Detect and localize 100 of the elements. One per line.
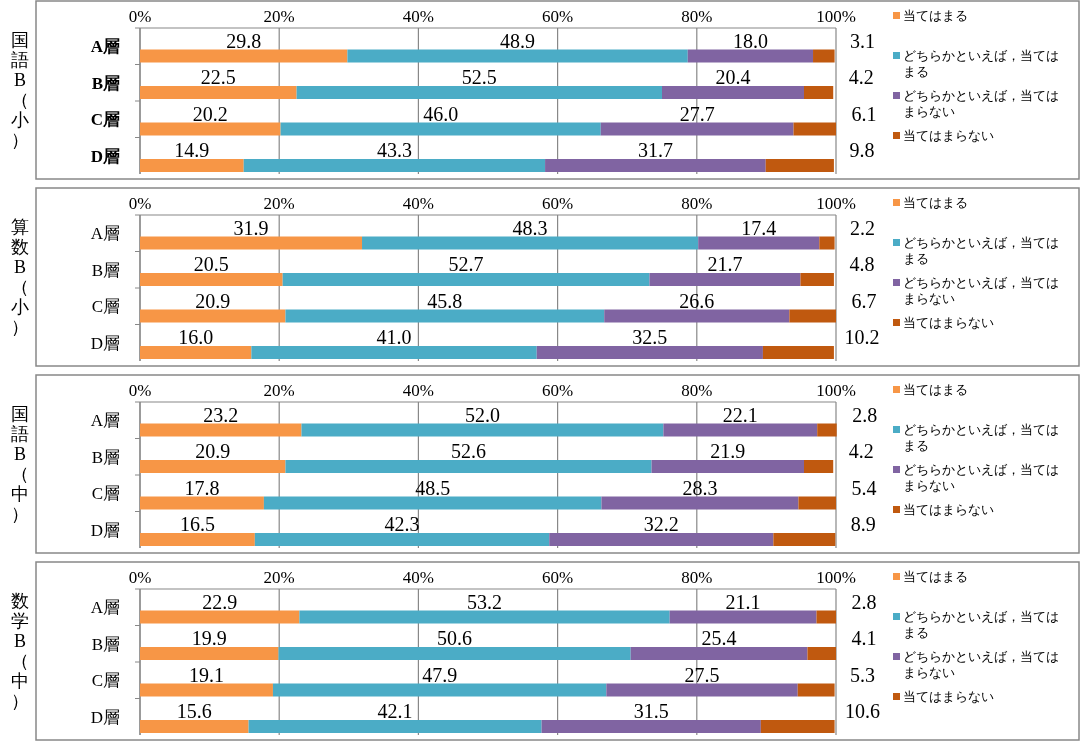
bar xyxy=(254,533,550,546)
data-label: 52.7 xyxy=(448,253,484,275)
legend-label: 当てはまらない xyxy=(903,502,994,517)
data-label: 2.8 xyxy=(851,590,877,613)
data-label: 8.9 xyxy=(850,513,876,535)
bar xyxy=(651,460,804,473)
data-label: 10.2 xyxy=(844,326,880,348)
y-tick-label: A層 xyxy=(90,37,120,57)
data-label: 9.8 xyxy=(849,139,875,161)
y-tick-label: C層 xyxy=(91,484,120,504)
bar xyxy=(687,49,814,63)
legend-label: 当てはまる xyxy=(903,569,968,584)
y-tick-label: D層 xyxy=(90,707,120,727)
legend-label: どちらかといえば，当てはまる xyxy=(903,48,1059,79)
bar xyxy=(251,346,537,359)
bar xyxy=(541,720,761,733)
y-tick-label: A層 xyxy=(90,411,120,431)
data-label: 5.3 xyxy=(850,663,876,686)
data-label: 32.2 xyxy=(643,513,679,535)
text: 国語B（小） xyxy=(11,30,29,150)
data-label: 19.9 xyxy=(191,627,227,649)
data-label: 52.6 xyxy=(451,440,487,462)
data-label: 10.6 xyxy=(845,700,881,722)
bar xyxy=(803,460,834,473)
data-label: 45.8 xyxy=(427,289,463,312)
bar xyxy=(549,533,774,546)
bar xyxy=(662,86,804,99)
data-label: 41.0 xyxy=(376,326,412,348)
data-label: 29.8 xyxy=(226,29,262,52)
data-label: 20.2 xyxy=(192,102,228,125)
x-tick-label: 20% xyxy=(263,568,295,587)
data-label: 21.7 xyxy=(707,253,743,275)
legend-label: 当てはまらない xyxy=(903,689,994,704)
y-tick-label: B層 xyxy=(91,634,120,654)
data-label: 20.4 xyxy=(715,66,751,88)
bar xyxy=(347,49,688,63)
data-label: 27.5 xyxy=(684,663,720,686)
bar xyxy=(296,86,662,99)
legend-label: どちらかといえば，当てはまらない xyxy=(903,275,1059,306)
data-label: 20.5 xyxy=(193,253,229,275)
x-tick-label: 80% xyxy=(681,194,713,213)
x-tick-label: 40% xyxy=(402,194,434,213)
bar xyxy=(789,309,836,323)
data-label: 22.5 xyxy=(200,66,236,88)
bar xyxy=(243,159,546,172)
x-tick-label: 60% xyxy=(542,7,574,26)
data-label: 14.9 xyxy=(174,139,210,161)
legend-label: 当てはまる xyxy=(903,382,968,397)
data-label: 18.0 xyxy=(732,29,768,52)
legend-label: どちらかといえば，当てはまらない xyxy=(903,462,1059,493)
x-tick-label: 60% xyxy=(542,381,574,400)
data-label: 31.5 xyxy=(633,700,669,722)
x-tick-label: 60% xyxy=(542,568,574,587)
data-label: 52.5 xyxy=(461,66,497,88)
y-tick-label: C層 xyxy=(90,110,120,130)
bar xyxy=(140,346,252,359)
bar xyxy=(140,309,286,323)
bar xyxy=(606,683,798,697)
data-label: 6.7 xyxy=(851,289,877,312)
bar xyxy=(545,159,766,172)
x-tick-label: 0% xyxy=(128,7,152,26)
bar xyxy=(819,236,835,250)
data-label: 22.1 xyxy=(722,403,758,426)
y-tick-label: D層 xyxy=(90,333,120,353)
data-label: 48.3 xyxy=(512,216,548,239)
data-label: 2.2 xyxy=(850,216,876,239)
bar xyxy=(140,49,348,63)
bar xyxy=(140,683,273,697)
legend-label: 当てはまらない xyxy=(903,128,994,143)
data-label: 42.1 xyxy=(377,700,413,722)
data-label: 32.5 xyxy=(632,326,668,348)
y-tick-label: A層 xyxy=(90,598,120,618)
bar xyxy=(362,236,699,250)
data-label: 16.0 xyxy=(178,326,214,348)
bar xyxy=(630,647,808,660)
x-tick-label: 40% xyxy=(402,381,434,400)
data-label: 5.4 xyxy=(851,476,877,499)
x-tick-label: 80% xyxy=(681,7,713,26)
x-tick-label: 100% xyxy=(816,7,856,26)
bar xyxy=(800,273,834,286)
data-label: 20.9 xyxy=(195,289,231,312)
y-tick-label: D層 xyxy=(90,520,120,540)
data-label: 21.9 xyxy=(710,440,746,462)
data-label: 28.3 xyxy=(682,476,718,499)
data-label: 17.4 xyxy=(741,216,777,239)
data-label: 22.9 xyxy=(202,590,238,613)
data-label: 23.2 xyxy=(203,403,239,426)
bar xyxy=(663,423,818,437)
bar xyxy=(140,236,363,250)
bar xyxy=(272,683,607,697)
data-label: 19.1 xyxy=(188,663,224,686)
bar xyxy=(816,610,836,624)
bar xyxy=(285,309,605,323)
data-label: 27.7 xyxy=(679,102,715,125)
bar xyxy=(601,496,799,510)
bar xyxy=(798,496,836,510)
bar xyxy=(140,273,283,286)
bar xyxy=(140,647,279,660)
x-tick-label: 80% xyxy=(681,381,713,400)
data-label: 4.2 xyxy=(848,440,874,462)
